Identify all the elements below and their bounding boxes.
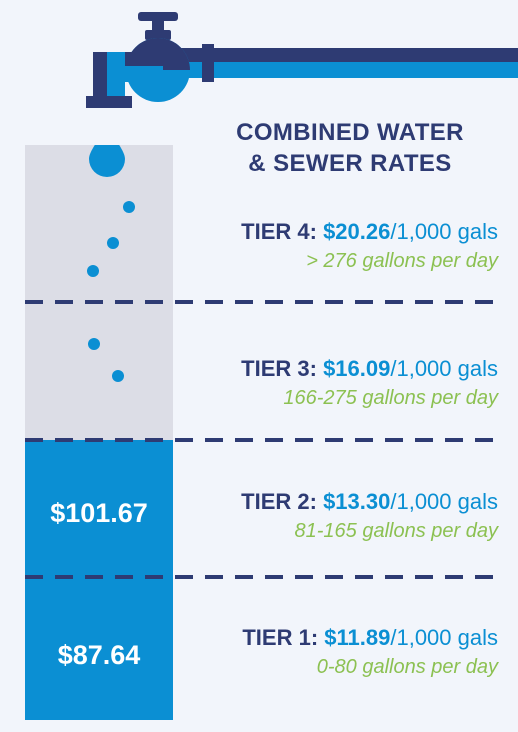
tier-unit: /1,000 gals [390, 489, 498, 514]
title-line-2: & SEWER RATES [248, 150, 452, 177]
tier-rate: $11.89 [324, 625, 391, 650]
tier-unit: /1,000 gals [390, 219, 498, 244]
tier-divider [25, 575, 500, 579]
tier-3-block: TIER 3: $16.09/1,000 gals 166-275 gallon… [168, 355, 498, 413]
faucet-icon [86, 12, 518, 108]
page-title: COMBINED WATER & SEWER RATES [175, 117, 518, 179]
title-line-1: COMBINED WATER [236, 119, 464, 146]
tier-usage: 0-80 gallons per day [316, 656, 498, 678]
tier-unit: /1,000 gals [390, 625, 498, 650]
tier-label: TIER 1: [242, 625, 319, 650]
tier-1-block: TIER 1: $11.89/1,000 gals 0-80 gallons p… [168, 624, 498, 682]
tier-label: TIER 4: [241, 219, 317, 244]
tier-usage: > 276 gallons per day [306, 250, 498, 272]
tier-rate: $16.09 [323, 356, 391, 381]
water-drop-icon [112, 370, 124, 382]
tier-label: TIER 3: [241, 356, 317, 381]
tier-divider [25, 300, 500, 304]
falling-drops [87, 145, 135, 382]
tier-unit: /1,000 gals [390, 356, 498, 381]
tier-rate: $13.30 [323, 489, 391, 514]
tank-water-fill [25, 440, 173, 720]
tier-label: TIER 2: [241, 489, 317, 514]
tier-1-bill-amount: $87.64 [57, 640, 141, 670]
tier-2-block: TIER 2: $13.30/1,000 gals 81-165 gallons… [168, 488, 498, 546]
tank-empty-section [25, 145, 173, 440]
tier-4-block: TIER 4: $20.26/1,000 gals > 276 gallons … [168, 218, 498, 276]
tier-usage: 81-165 gallons per day [294, 520, 498, 542]
water-drop-icon [107, 237, 119, 249]
water-drop-icon [123, 201, 135, 213]
tier-rate: $20.26 [323, 219, 391, 244]
water-drop-icon [88, 338, 100, 350]
water-drop-icon [89, 145, 125, 177]
tier-divider [25, 438, 500, 442]
tier-usage: 166-275 gallons per day [283, 387, 498, 409]
tier-2-bill-amount: $101.67 [50, 498, 148, 528]
water-drop-icon [87, 265, 99, 277]
